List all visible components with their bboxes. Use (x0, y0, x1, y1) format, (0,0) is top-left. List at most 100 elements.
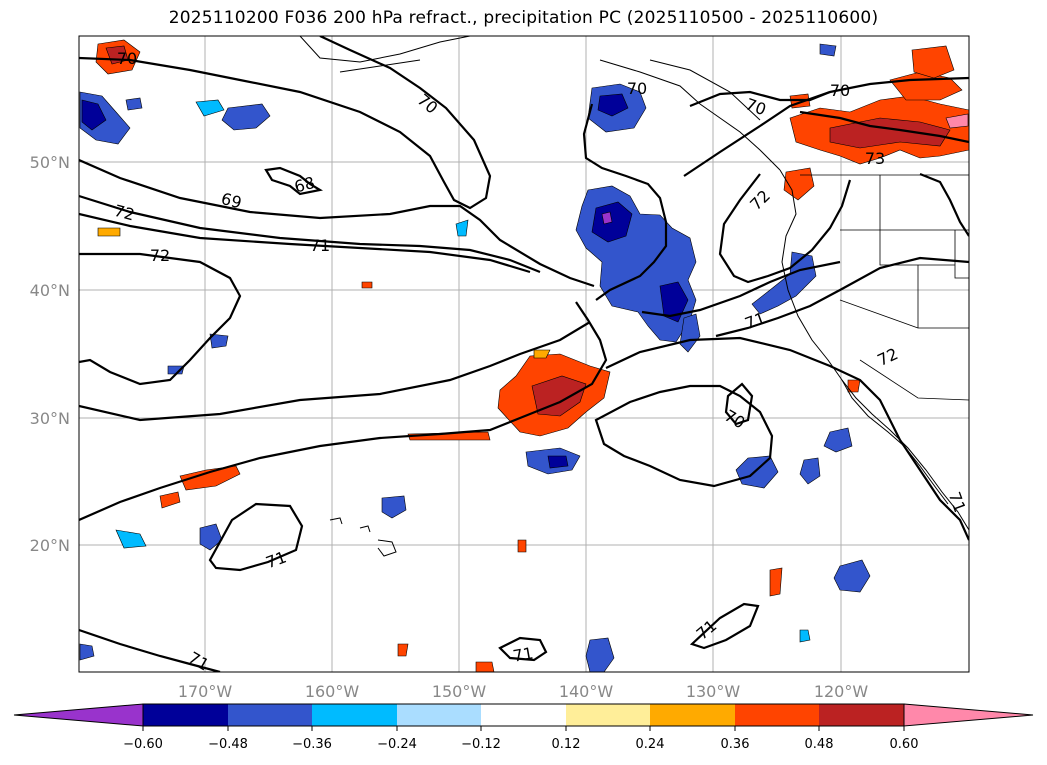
colorbar-label: −0.36 (292, 737, 332, 752)
precip-blob-tiny4 (79, 643, 95, 661)
precip-blob-tiny1 (167, 365, 185, 375)
lon-label: 170°W (178, 682, 233, 701)
coast-hawaii (329, 517, 397, 557)
precip-blob-central-core (547, 455, 569, 469)
precip-blob-central-warm-edge (533, 349, 551, 359)
colorbar-segment (397, 704, 481, 726)
colorbar-label: 0.12 (552, 737, 581, 752)
contour-72-south-loop (605, 336, 969, 541)
contour-68 (264, 166, 324, 196)
contour-71-south (498, 636, 548, 662)
contour-72-upper (79, 194, 541, 274)
contour-label: 70 (627, 79, 647, 98)
contour-pac-east (582, 103, 668, 301)
colorbar-label: −0.24 (377, 737, 417, 752)
contour-69 (79, 158, 595, 288)
precip-blob-south-dot3 (397, 643, 409, 657)
lat-label: 30°N (30, 409, 70, 428)
colorbar-label: 0.36 (721, 737, 750, 752)
precip-blob-south-streak (769, 567, 783, 597)
precip-blob-tiny2 (799, 629, 811, 643)
precip-blob-west-sub (199, 523, 223, 551)
plot-frame (78, 35, 970, 673)
refractivity-contours (79, 36, 969, 672)
contour-label: 69 (219, 189, 244, 213)
contour-72-coast (715, 256, 969, 338)
precip-blob-south-east (833, 559, 871, 593)
chart-title: 2025110200 F036 200 hPa refract., precip… (168, 8, 879, 28)
precip-blob-west-dot (97, 227, 121, 237)
contour-label: 72 (112, 201, 137, 225)
contour-71-central (79, 321, 591, 422)
precip-blob-south-mid (585, 637, 615, 672)
contour-label: 72 (150, 246, 170, 265)
contour-71-se (689, 602, 760, 650)
colorbar-segment (481, 704, 566, 726)
precip-blob-gulf-alaska-dot (601, 211, 613, 225)
colorbar-segment (228, 704, 312, 726)
precip-blob-northeast-warm-core (829, 117, 951, 149)
colorbar-label: 0.60 (890, 737, 919, 752)
precip-blob-gulf-alaska-core2 (659, 281, 689, 323)
colorbar-frame (142, 703, 905, 727)
colorbar-label: −0.60 (123, 737, 163, 752)
lon-label: 140°W (559, 682, 614, 701)
longitude-labels: 170°W 160°W 150°W 140°W 130°W 120°W (178, 682, 869, 701)
colorbar-segment (735, 704, 819, 726)
lon-label: 120°W (814, 682, 869, 701)
precip-blob-west-streak2 (159, 491, 181, 509)
lat-label: 50°N (30, 153, 70, 172)
contour-label: 68 (292, 173, 317, 197)
precip-blob-alaska-south-core (597, 93, 629, 117)
coast-canada-us (779, 169, 969, 531)
precip-blob-east2 (799, 457, 821, 485)
lon-label: 150°W (432, 682, 487, 701)
lon-label: 160°W (305, 682, 360, 701)
coast-alaska (299, 36, 781, 171)
colorbar-segment (819, 704, 904, 726)
contour-71-long (79, 301, 608, 522)
colorbar-label: −0.12 (461, 737, 501, 752)
borders (800, 174, 969, 401)
contour-label: 73 (865, 149, 885, 168)
precip-blob-east-pacific-trail (751, 251, 817, 315)
precip-blob-central-warm-core (531, 375, 587, 417)
precip-blob-north-east-small (819, 43, 837, 57)
contour-label: 71 (511, 643, 534, 665)
colorbar: −0.60 −0.48 −0.36 −0.24 −0.12 0.12 0.24 … (13, 703, 1034, 752)
contour-71-bottom (79, 628, 221, 672)
contour-71-coast (641, 260, 841, 318)
colorbar-extend-low (13, 703, 144, 727)
contour-72-mid (79, 252, 242, 386)
precip-blob-hawaii-west (209, 333, 229, 349)
contour-label: 70 (117, 49, 137, 68)
precip-blob-west-sub2 (381, 495, 407, 519)
contour-70-north (79, 36, 492, 210)
lat-label: 40°N (30, 281, 70, 300)
contour-72-east2 (718, 173, 852, 284)
colorbar-extend-high (903, 703, 1034, 727)
colorbar-label: 0.24 (636, 737, 665, 752)
colorbar-label: −0.48 (208, 737, 248, 752)
precip-blob-south-dot (475, 661, 495, 672)
precip-blob-northeast-bright (911, 45, 955, 79)
colorbar-segment (143, 704, 228, 726)
precip-blob-west-small (115, 529, 147, 549)
colorbar-label: 0.48 (805, 737, 834, 752)
contour-label: 71 (310, 236, 330, 255)
latitude-labels: 50°N 40°N 30°N 20°N (30, 153, 70, 555)
contour-71-southwest (208, 502, 304, 572)
contour-label: 70 (830, 81, 850, 100)
colorbar-segment (650, 704, 735, 726)
lat-label: 20°N (30, 536, 70, 555)
precip-blob-mid-north2 (195, 99, 225, 117)
colorbar-ticks (142, 726, 905, 731)
coast-baja (841, 379, 949, 505)
contour-71-upper (79, 212, 531, 274)
colorbar-segment (312, 704, 397, 726)
precip-blob-tiny6 (125, 97, 143, 111)
precip-blob-south-dot2 (517, 539, 527, 553)
contour-70-ne (689, 90, 831, 108)
precip-blob-mid-dot (361, 281, 373, 289)
